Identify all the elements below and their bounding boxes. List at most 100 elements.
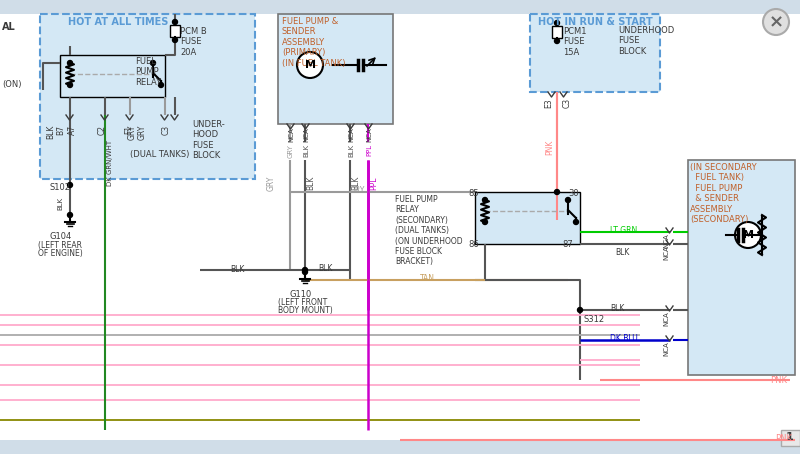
Circle shape	[297, 52, 323, 78]
Text: PPL: PPL	[366, 144, 372, 156]
Text: G104: G104	[50, 232, 72, 241]
Circle shape	[554, 39, 559, 44]
Text: BLK: BLK	[230, 265, 244, 274]
Bar	[170, 25, 180, 37]
Text: NCA: NCA	[366, 127, 372, 142]
Text: PNK: PNK	[775, 434, 792, 443]
Text: M: M	[305, 60, 315, 70]
Text: (LEFT REAR: (LEFT REAR	[38, 241, 82, 250]
Text: BLK: BLK	[46, 125, 55, 139]
Circle shape	[302, 270, 307, 275]
Text: NCA: NCA	[663, 341, 669, 356]
Bar	[60, 55, 165, 97]
Circle shape	[67, 183, 73, 188]
Text: DK GRN/WHT: DK GRN/WHT	[107, 140, 113, 186]
Circle shape	[554, 189, 559, 194]
Text: B7: B7	[56, 125, 65, 135]
Text: HOT IN RUN & START: HOT IN RUN & START	[538, 17, 653, 27]
Circle shape	[578, 307, 582, 312]
Text: (IN SECONDARY
  FUEL TANK)
  FUEL PUMP
  & SENDER
ASSEMBLY
(SECONDARY): (IN SECONDARY FUEL TANK) FUEL PUMP & SEN…	[690, 163, 757, 224]
Text: NCA: NCA	[663, 245, 669, 260]
Circle shape	[554, 20, 559, 25]
Text: UNDER-
HOOD
FUSE
BLOCK: UNDER- HOOD FUSE BLOCK	[192, 120, 225, 160]
Text: C2: C2	[98, 125, 107, 135]
Text: (ON): (ON)	[2, 80, 22, 89]
Circle shape	[574, 219, 578, 224]
Text: FUEL PUMP
RELAY
(SECONDARY)
(DUAL TANKS)
(ON UNDERHOOD
FUSE BLOCK
BRACKET): FUEL PUMP RELAY (SECONDARY) (DUAL TANKS)…	[395, 195, 462, 266]
Text: PCM B
FUSE
20A: PCM B FUSE 20A	[180, 27, 206, 57]
Text: BLK: BLK	[610, 304, 624, 313]
Bar	[530, 14, 660, 92]
Text: BLK: BLK	[318, 264, 332, 273]
Text: DK BLU: DK BLU	[610, 334, 638, 343]
Bar	[475, 192, 580, 244]
Text: C3: C3	[563, 98, 572, 108]
Text: 30: 30	[568, 189, 578, 198]
Text: PNK: PNK	[545, 140, 554, 155]
Text: ×: ×	[769, 13, 783, 31]
Circle shape	[67, 60, 73, 65]
Bar	[278, 14, 393, 124]
Circle shape	[67, 212, 73, 217]
Circle shape	[67, 83, 73, 88]
Text: A7: A7	[68, 125, 77, 135]
Text: AL: AL	[2, 22, 16, 32]
Text: E3: E3	[544, 98, 553, 108]
Bar	[552, 26, 562, 38]
Bar	[40, 14, 255, 179]
Text: GRY: GRY	[288, 144, 294, 158]
Text: UNDERHOOD
FUSE
BLOCK: UNDERHOOD FUSE BLOCK	[618, 26, 674, 56]
Text: BODY MOUNT): BODY MOUNT)	[278, 306, 333, 315]
Text: LT GRN: LT GRN	[610, 226, 638, 235]
Text: 1: 1	[786, 432, 794, 442]
Text: BLK: BLK	[303, 144, 309, 157]
Text: NCA: NCA	[348, 127, 354, 142]
Text: GRY: GRY	[267, 176, 276, 192]
Text: BLK: BLK	[615, 248, 630, 257]
Text: (LEFT FRONT: (LEFT FRONT	[278, 298, 327, 307]
Bar	[688, 160, 795, 375]
Text: HOT AT ALL TIMES: HOT AT ALL TIMES	[68, 17, 168, 27]
Text: NCA: NCA	[663, 311, 669, 326]
Text: BLK: BLK	[57, 197, 63, 210]
Text: NCA: NCA	[663, 233, 669, 248]
Text: TAN: TAN	[420, 274, 435, 283]
Text: GRY: GRY	[138, 125, 147, 140]
Text: GRY: GRY	[350, 186, 366, 195]
Bar	[0, 0, 800, 14]
Bar	[0, 440, 800, 454]
Circle shape	[173, 20, 178, 25]
Text: 86: 86	[468, 240, 478, 249]
Text: FUEL PUMP &
SENDER
ASSEMBLY
(PRIMARY)
(IN FUEL TANK): FUEL PUMP & SENDER ASSEMBLY (PRIMARY) (I…	[282, 17, 346, 68]
Text: 85: 85	[468, 189, 478, 198]
Text: 87: 87	[562, 240, 573, 249]
Text: (DUAL TANKS): (DUAL TANKS)	[130, 150, 190, 159]
Circle shape	[150, 60, 155, 65]
Circle shape	[173, 38, 178, 43]
Text: PPL: PPL	[369, 176, 378, 189]
Text: S312: S312	[583, 315, 604, 324]
Circle shape	[566, 197, 570, 202]
Text: OF ENGINE): OF ENGINE)	[38, 249, 82, 258]
Circle shape	[482, 197, 487, 202]
Text: S102: S102	[50, 183, 71, 192]
Text: GRY: GRY	[128, 125, 137, 140]
Text: G110: G110	[290, 290, 312, 299]
Circle shape	[763, 9, 789, 35]
Circle shape	[482, 219, 487, 224]
Text: BLK: BLK	[351, 176, 360, 190]
Text: FUEL
PUMP
RELAY: FUEL PUMP RELAY	[135, 57, 161, 87]
Text: F1: F1	[124, 125, 133, 134]
Text: PNK: PNK	[770, 376, 787, 385]
Text: BLK: BLK	[348, 144, 354, 157]
Text: PCM1
FUSE
15A: PCM1 FUSE 15A	[563, 27, 586, 57]
Text: NCA: NCA	[303, 127, 309, 142]
Circle shape	[302, 267, 307, 272]
Text: M: M	[742, 230, 754, 240]
Text: C3: C3	[162, 125, 171, 135]
Circle shape	[735, 222, 761, 248]
Text: NCA: NCA	[288, 127, 294, 142]
Circle shape	[158, 83, 163, 88]
Text: BLK: BLK	[306, 176, 315, 190]
Bar	[781, 430, 800, 446]
